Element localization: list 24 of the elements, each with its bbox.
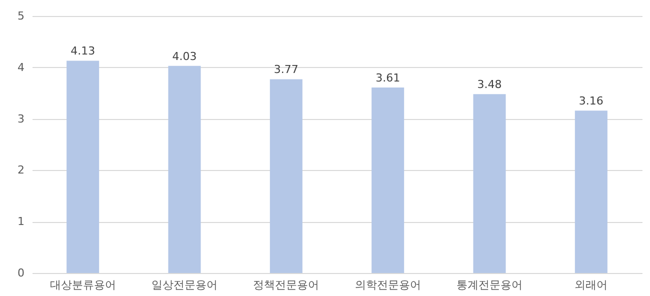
bar	[66, 60, 100, 273]
x-tick-label: 정책전문용어	[253, 278, 320, 292]
bar	[473, 94, 506, 273]
x-tick-label: 통계전문용어	[456, 278, 522, 292]
x-tick-label: 대상분류용어	[50, 278, 116, 292]
data-label: 3.16	[578, 94, 604, 108]
x-tick-label: 의학전문용어	[354, 278, 421, 292]
y-tick-label: 2	[18, 164, 24, 177]
y-tick-label: 0	[18, 266, 24, 280]
bar	[270, 79, 302, 273]
x-tick-label: 외래어	[574, 278, 608, 292]
data-label: 3.48	[477, 78, 502, 92]
x-tick-label: 일상전문용어	[152, 278, 218, 292]
data-label: 4.13	[70, 44, 96, 58]
y-tick-label: 5	[18, 10, 24, 22]
y-tick-label: 3	[18, 112, 24, 126]
bar	[574, 110, 608, 273]
data-label: 3.77	[274, 63, 298, 76]
bar	[372, 87, 404, 273]
data-label: 3.61	[376, 71, 400, 84]
bar	[168, 66, 201, 273]
y-tick-label: 1	[18, 215, 24, 228]
data-label: 4.03	[172, 50, 197, 63]
y-tick-label: 4	[18, 60, 24, 74]
